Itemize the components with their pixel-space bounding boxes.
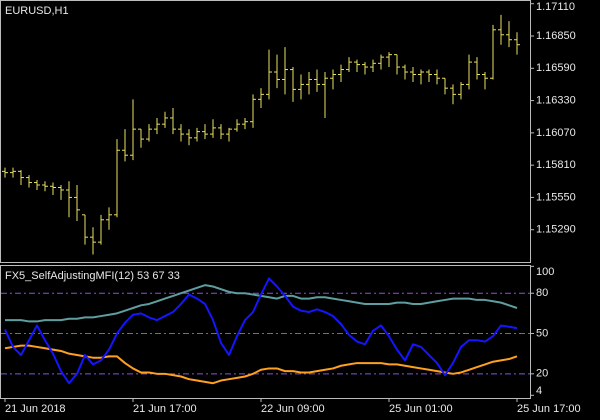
y-tick-label: 1.15810 — [536, 159, 576, 171]
indicator-line — [4, 344, 518, 385]
x-tick-label: 22 Jun 09:00 — [261, 403, 325, 415]
y-tick-label: 1.15550 — [536, 191, 576, 203]
sub-frame — [0, 265, 531, 399]
y-tick-label: 20 — [536, 368, 548, 380]
main-frame — [0, 0, 531, 263]
x-tick-label: 21 Jun 17:00 — [133, 403, 197, 415]
indicator-line — [4, 277, 518, 385]
indicator-title: FX5_SelfAdjustingMFI(12) 53 67 33 — [5, 270, 180, 282]
y-tick-label: 1.15290 — [536, 224, 576, 236]
y-tick-label: 1.16850 — [536, 30, 576, 42]
y-tick-label: 1.16330 — [536, 94, 576, 106]
indicator-line — [5, 284, 518, 323]
y-tick-label: 50 — [536, 327, 548, 339]
y-tick-label: 1.17110 — [536, 1, 575, 13]
x-tick-label: 25 Jun 17:00 — [517, 403, 581, 415]
chart-title: EURUSD,H1 — [5, 5, 69, 17]
y-tick-label: 1.16070 — [536, 127, 576, 139]
y-tick-label: 80 — [536, 287, 548, 299]
x-tick-label: 25 Jun 01:00 — [389, 403, 453, 415]
y-tick-label: 100 — [536, 266, 554, 278]
y-tick-label: 4 — [536, 385, 542, 397]
x-tick-label: 21 Jun 2018 — [5, 403, 66, 415]
y-tick-label: 1.16590 — [536, 62, 576, 74]
